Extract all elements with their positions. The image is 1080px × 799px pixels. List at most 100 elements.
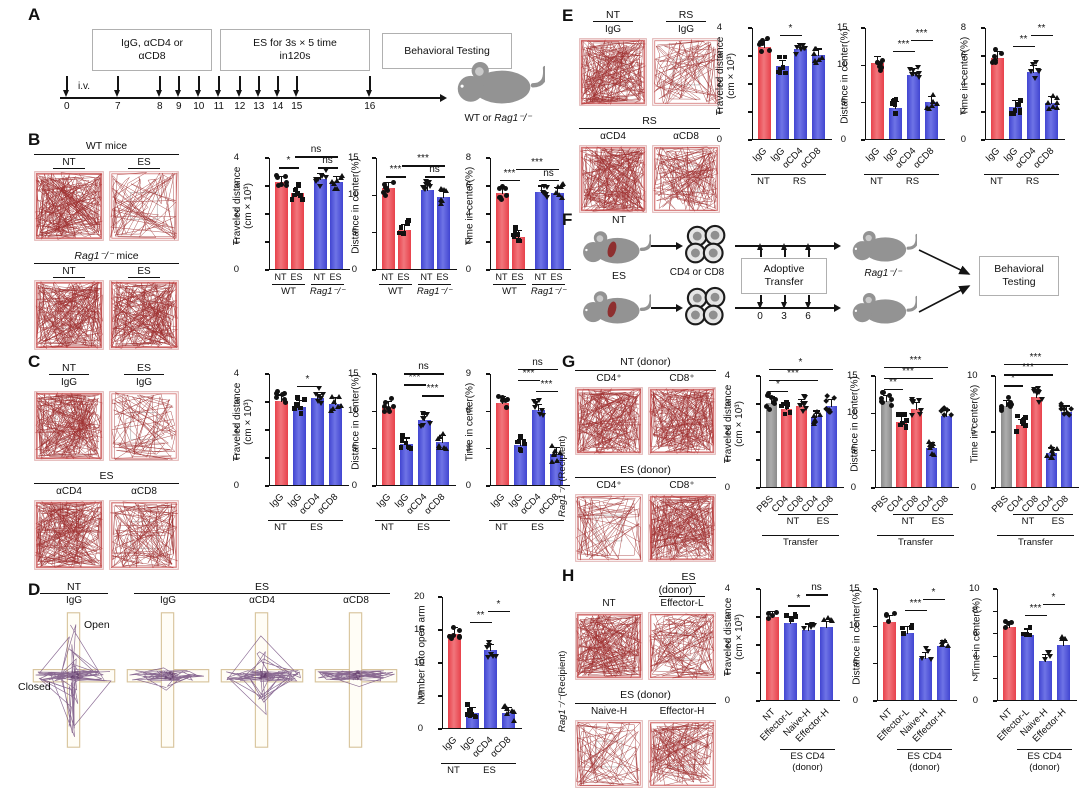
- f-nt-label: NT: [612, 214, 626, 226]
- data-point-vtri: [793, 44, 800, 50]
- y-tick: 3: [233, 180, 239, 191]
- sig-label: ***: [1029, 352, 1042, 363]
- panel-A: A IgG, αCD4 or αCD8 ES for 3s × 5 time i…: [20, 5, 640, 127]
- data-point-square: [522, 441, 527, 447]
- chart-H-traveled-distance: Traveled distance (cm × 10³) 0 1 2 3 4 * ns NT Eff…: [721, 573, 840, 789]
- data-point-tri: [502, 703, 509, 709]
- y-tick: 0: [724, 482, 730, 493]
- trackplot-e-rs-acd4: [579, 145, 647, 214]
- y-tick: 0: [840, 134, 846, 145]
- y-tick: 10: [967, 370, 978, 381]
- data-point-circle: [758, 48, 764, 54]
- sig-line: [1024, 615, 1047, 617]
- data-point-circle: [275, 389, 281, 395]
- sig-line: [535, 390, 558, 393]
- y-tickmark: [756, 672, 760, 674]
- y-tick: 4: [233, 368, 239, 379]
- bar-ES: [291, 193, 304, 269]
- data-point-tri: [1054, 445, 1060, 451]
- data-point-square: [515, 439, 520, 445]
- data-point-vtri: [1030, 387, 1037, 393]
- chart-H-distance-in-center: Distance in center(%) 0 5 10 15 *** * NT Effecto…: [849, 573, 957, 789]
- sig-line: [1030, 34, 1053, 37]
- arrow-nt-to-cells: [651, 245, 677, 247]
- data-point-circle: [275, 174, 281, 180]
- error-bar: [1062, 639, 1065, 647]
- bar-IgG: [496, 402, 509, 485]
- data-point-circle: [383, 400, 389, 406]
- sig-line: [1042, 604, 1065, 606]
- data-point-circle: [503, 192, 509, 198]
- sig-label: ***: [909, 597, 922, 609]
- x-label: IgG: [488, 491, 508, 511]
- mouse-icon: [450, 53, 548, 109]
- timeline-arrow: [178, 76, 180, 90]
- recipient-mouse-top-icon: [847, 224, 919, 266]
- data-point-square: [403, 440, 409, 446]
- data-point-circle: [886, 393, 892, 399]
- data-point-square: [302, 397, 307, 402]
- group-label: ES: [310, 522, 323, 533]
- panel-B-label: B: [28, 130, 41, 149]
- timeline-arrowhead-icon: [274, 90, 281, 97]
- bar-αCD8: [502, 713, 515, 728]
- data-point-square: [294, 394, 300, 400]
- data-point-tri: [928, 103, 935, 109]
- error-bar-cap: [787, 616, 794, 618]
- y-tickmark: [861, 101, 865, 104]
- data-point-vtri: [1034, 389, 1041, 395]
- bar-CD8: [1031, 397, 1042, 487]
- bar-IgG: [871, 62, 884, 139]
- group-line: [1043, 514, 1073, 516]
- cells-es-icon: [683, 286, 731, 328]
- data-point-circle: [765, 36, 771, 42]
- error-bar: [1014, 100, 1017, 108]
- chart-C-time-in-center: Time in center(%) 0 3 6 9 *** *** ns IgG IgG αCD4 α…: [462, 357, 570, 560]
- data-point-square: [1009, 111, 1014, 116]
- g-nt-donor-title: NT (donor): [575, 356, 716, 371]
- timeline-arrow: [159, 76, 161, 90]
- y-tickmark: [486, 485, 490, 487]
- data-point-vtri: [913, 72, 920, 78]
- x-label: ES: [550, 272, 563, 282]
- bar-CD4: [896, 422, 907, 487]
- sig-label: *: [796, 593, 801, 605]
- footer-label: ES CD4: [790, 751, 825, 762]
- data-point-vtri: [908, 71, 915, 77]
- data-point-vtri: [532, 404, 539, 410]
- d-acd4-label: αCD4: [249, 595, 275, 606]
- h-es-donor-title: ES (donor): [648, 571, 716, 597]
- timeline-arrowhead-icon: [215, 90, 222, 97]
- error-bar: [1050, 96, 1053, 104]
- data-point-tri: [339, 173, 346, 179]
- bar-ES: [437, 196, 450, 269]
- x-label: NT: [274, 272, 287, 282]
- h-blank: [575, 571, 643, 596]
- sig-line: [469, 621, 492, 623]
- f-es-label: ES: [611, 270, 626, 282]
- sig-label: ***: [522, 367, 535, 379]
- data-point-vtri: [426, 421, 433, 427]
- data-point-vtri: [916, 412, 923, 418]
- data-point-vtri: [419, 416, 426, 422]
- plot-area: [269, 374, 349, 486]
- data-point-tri: [810, 51, 817, 57]
- trackplot-h-effector-l: [648, 612, 716, 681]
- sig-label: ***: [1029, 603, 1042, 615]
- y-tickmark: [265, 185, 269, 187]
- data-point-square: [467, 713, 473, 719]
- bar-CD4: [811, 417, 822, 487]
- y-tick: 0: [716, 134, 722, 145]
- data-point-circle: [998, 403, 1004, 409]
- error-bar: [387, 401, 390, 409]
- data-point-square: [784, 400, 789, 405]
- y-tickmark: [756, 644, 760, 646]
- error-bar-cap: [1024, 628, 1031, 630]
- y-tick: 0: [850, 482, 856, 493]
- bar-PBS: [766, 403, 777, 487]
- y-tickmark: [981, 55, 985, 57]
- chart-C-traveled-distance: Traveled distance (cm × 10³) 0 1 2 3 4 * IgG IgG α…: [230, 358, 349, 560]
- y-tickmark: [756, 375, 760, 377]
- data-point-tri: [815, 57, 822, 63]
- error-bar: [442, 190, 445, 198]
